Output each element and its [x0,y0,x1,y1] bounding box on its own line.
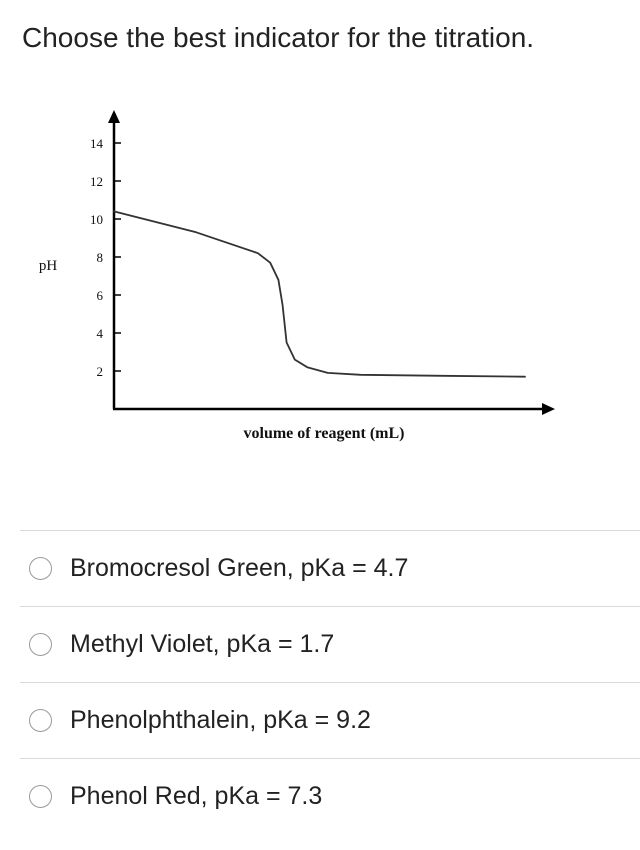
y-tick-label: 12 [90,174,103,189]
y-tick-label: 14 [90,136,104,151]
option-phenol-red[interactable]: Phenol Red, pKa = 7.3 [20,759,640,834]
radio-button[interactable] [29,785,52,808]
y-tick-label: 10 [90,212,103,227]
option-label: Phenolphthalein, pKa = 9.2 [70,706,371,734]
option-label: Methyl Violet, pKa = 1.7 [70,630,335,658]
divider [20,530,640,531]
titration-curve [113,210,526,378]
x-axis-label: volume of reagent (mL) [244,425,405,442]
option-label: Phenol Red, pKa = 7.3 [70,782,323,810]
radio-button[interactable] [29,633,52,656]
divider [20,606,640,607]
option-phenolphthalein[interactable]: Phenolphthalein, pKa = 9.2 [20,683,640,758]
question-text: Choose the best indicator for the titrat… [22,22,535,53]
y-tick-label: 8 [97,250,104,265]
y-tick-label: 2 [97,364,104,379]
option-label: Bromocresol Green, pKa = 4.7 [70,554,409,582]
divider [20,758,640,759]
option-bromocresol-green[interactable]: Bromocresol Green, pKa = 4.7 [20,531,640,606]
y-tick-label: 6 [97,288,104,303]
y-axis-arrow [108,110,120,123]
radio-button[interactable] [29,557,52,580]
titration-chart: 2 4 6 8 10 12 14 pH volume of reagent (mL) [39,110,555,442]
x-axis-arrow [542,403,555,415]
option-methyl-violet[interactable]: Methyl Violet, pKa = 1.7 [20,607,640,682]
answer-options: Bromocresol Green, pKa = 4.7 Methyl Viol… [20,530,640,834]
y-tick-label: 4 [97,326,104,341]
y-axis-label: pH [39,258,58,274]
radio-button[interactable] [29,709,52,732]
divider [20,682,640,683]
